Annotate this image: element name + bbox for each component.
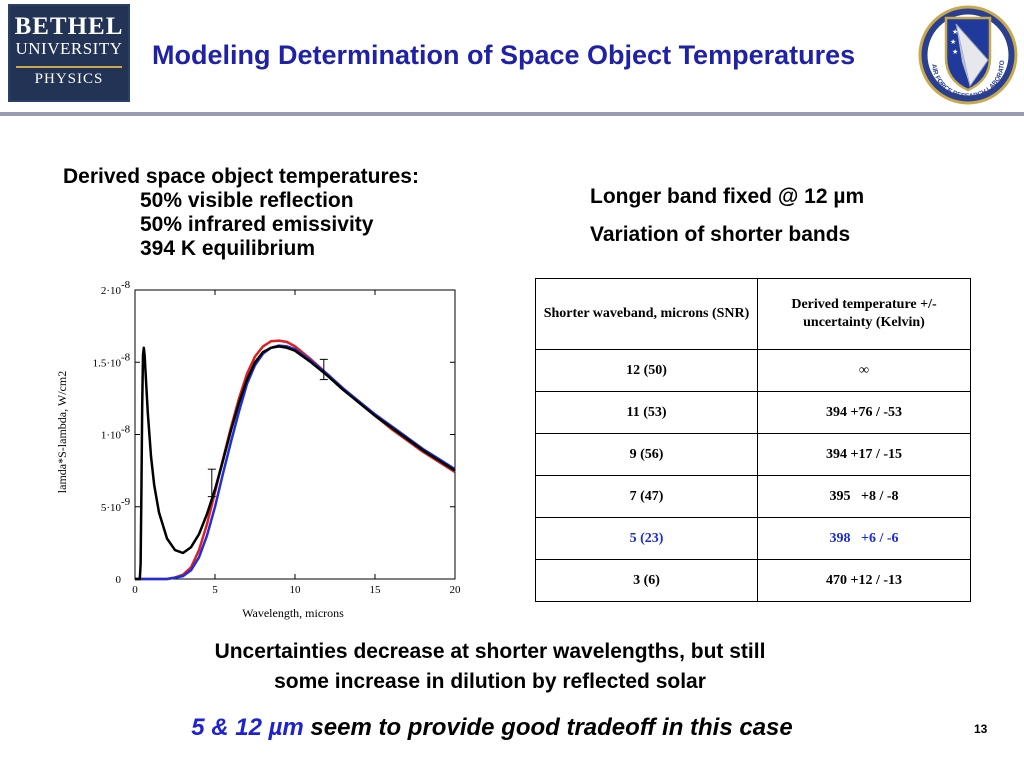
logo-line2: UNIVERSITY	[15, 39, 123, 58]
shorter-bands-text: Variation of shorter bands	[590, 223, 851, 246]
cell-temp: 470 +12 / -13	[757, 559, 971, 602]
plot-border	[134, 289, 456, 580]
cell-temp: 394 +17 / -15	[757, 433, 971, 476]
table-row: 12 (50) ∞	[535, 349, 971, 392]
svg-text:★: ★	[952, 48, 958, 56]
temperature-table: Shorter waveband, microns (SNR) Derived …	[535, 278, 971, 602]
svg-text:★: ★	[952, 28, 958, 36]
table-row: 7 (47) 395 +8 / -8	[535, 475, 971, 518]
cell-temp: 398 +6 / -6	[757, 517, 971, 560]
uncertainty-note: Uncertainties decrease at shorter wavele…	[0, 637, 980, 697]
series-line-2	[135, 345, 456, 581]
series-line-1	[135, 344, 456, 581]
y-tick-label: 1·10	[101, 430, 122, 442]
x-tick-label: 20	[450, 584, 462, 596]
table-row: 9 (56) 394 +17 / -15	[535, 433, 971, 476]
y-tick-label: 0	[116, 574, 122, 586]
y-axis-label: lamda*S-lambda, W/cm2	[55, 371, 69, 493]
derived-temperatures-block: Derived space object temperatures: 50% v…	[63, 165, 419, 261]
table-row: 3 (6) 470 +12 / -13	[535, 559, 971, 602]
svg-text:★: ★	[950, 38, 956, 46]
x-tick-label: 5	[212, 584, 218, 596]
conclusion: 5 & 12 µm seem to provide good tradeoff …	[0, 714, 984, 742]
derived-line-reflection: 50% visible reflection	[140, 189, 354, 212]
y-tick-label: 2·10	[101, 285, 122, 297]
error-bar-0	[207, 468, 216, 498]
slide-title: Modeling Determination of Space Object T…	[152, 40, 856, 70]
error-bars	[207, 358, 328, 498]
series-lines	[135, 339, 456, 581]
cell-temp: 395 +8 / -8	[757, 475, 971, 518]
conclusion-bands: 5 & 12 µm	[191, 714, 304, 741]
plot-frame	[134, 289, 456, 580]
y-tick-exponent: -8	[121, 279, 131, 291]
derived-line-equilibrium: 394 K equilibrium	[140, 237, 316, 260]
header-temperature: Derived temperature +/- uncertainty (Kel…	[757, 278, 971, 350]
y-tick-label: 1.5·10	[93, 357, 122, 369]
x-tick-label: 0	[132, 584, 138, 596]
y-tick-exponent: -8	[121, 351, 131, 363]
logo-line1: BETHEL	[14, 13, 124, 40]
header-waveband: Shorter waveband, microns (SNR)	[535, 278, 758, 350]
table-row-highlighted: 5 (23) 398 +6 / -6	[535, 517, 971, 560]
cell-temp: 394 +76 / -53	[757, 391, 971, 434]
conclusion-text: seem to provide good tradeoff in this ca…	[303, 714, 793, 741]
derived-heading: Derived space object temperatures:	[63, 165, 419, 188]
table-row: 11 (53) 394 +76 / -53	[535, 391, 971, 434]
bethel-logo: BETHEL UNIVERSITY PHYSICS	[8, 4, 130, 102]
y-tick-exponent: -8	[121, 424, 131, 436]
page-number: 13	[974, 722, 988, 736]
cell-band: 12 (50)	[535, 349, 758, 392]
uncertainty-line2: some increase in dilution by reflected s…	[274, 670, 706, 693]
derived-line-emissivity: 50% infrared emissivity	[140, 213, 374, 236]
y-tick-label: 5·10	[101, 502, 122, 514]
cell-band: 9 (56)	[535, 433, 758, 476]
x-axis-label: Wavelength, microns	[242, 606, 344, 620]
cell-temp: ∞	[757, 349, 971, 392]
cell-band: 11 (53)	[535, 391, 758, 434]
header-divider	[0, 112, 1024, 116]
cell-band: 7 (47)	[535, 475, 758, 518]
longer-band-text: Longer band fixed @ 12 µm	[590, 185, 865, 208]
cell-band: 5 (23)	[535, 517, 758, 560]
uncertainty-line1: Uncertainties decrease at shorter wavele…	[214, 640, 766, 663]
cell-band: 3 (6)	[535, 559, 758, 602]
error-bar-1	[319, 358, 328, 381]
series-line-0	[135, 339, 456, 581]
table-header-row: Shorter waveband, microns (SNR) Derived …	[535, 278, 971, 350]
logo-line3: PHYSICS	[16, 66, 122, 88]
y-tick-exponent: -9	[121, 496, 131, 508]
x-tick-label: 15	[370, 584, 382, 596]
afrl-seal-icon: ★ ★ ★ AIR FORCE RESEARCH LABORATORY	[912, 0, 1018, 105]
x-tick-label: 10	[290, 584, 302, 596]
